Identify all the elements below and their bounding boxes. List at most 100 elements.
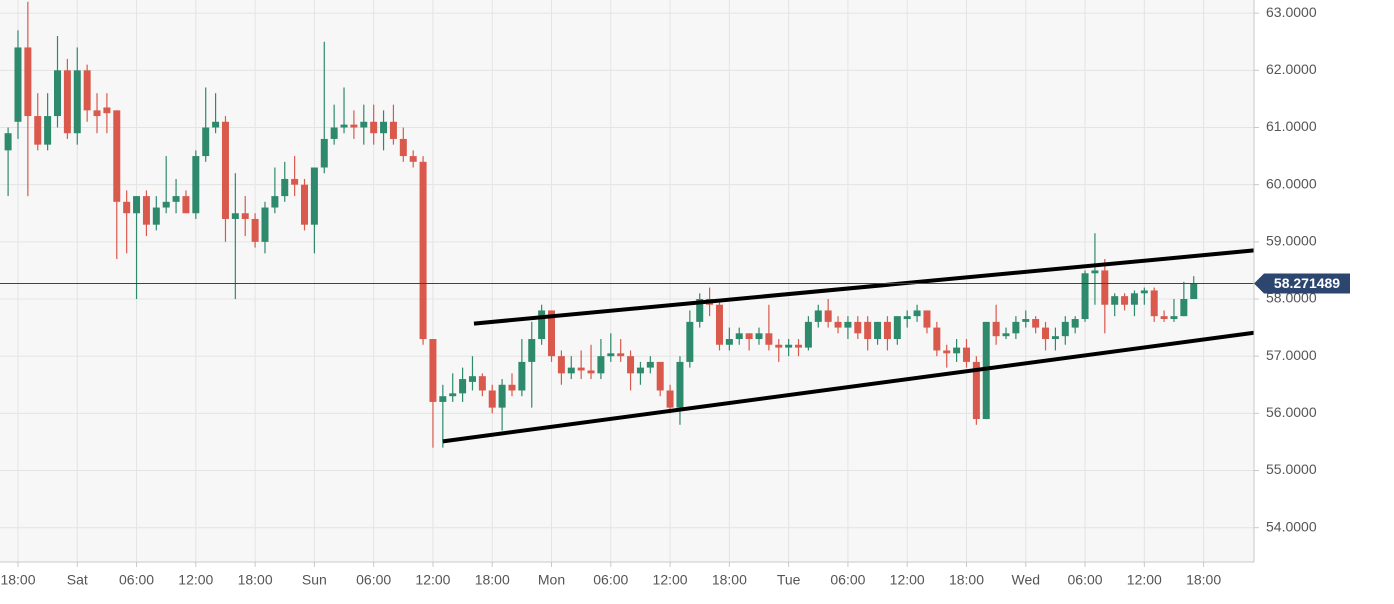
candle-body bbox=[834, 321, 842, 328]
candle-body bbox=[409, 156, 417, 162]
candle-body bbox=[1081, 273, 1089, 320]
candle-body bbox=[864, 321, 872, 340]
candle-body bbox=[103, 107, 111, 114]
candle-body bbox=[972, 361, 980, 420]
candle-body bbox=[281, 178, 289, 197]
candle-body bbox=[301, 184, 309, 225]
x-tick-label: 18:00 bbox=[1186, 572, 1221, 588]
candle-body bbox=[389, 121, 397, 139]
candle-body bbox=[656, 361, 664, 391]
candle-body bbox=[498, 384, 506, 408]
x-tick-label: 06:00 bbox=[593, 572, 628, 588]
candle-body bbox=[449, 393, 457, 397]
candle-body bbox=[162, 201, 170, 208]
candle-body bbox=[646, 361, 654, 368]
candle-body bbox=[587, 370, 595, 374]
candles bbox=[4, 1, 1198, 448]
plot-background bbox=[0, 0, 1254, 562]
candle-body bbox=[1042, 327, 1050, 340]
x-tick-label: Wed bbox=[1011, 572, 1040, 588]
candle-body bbox=[1051, 336, 1059, 340]
candle-body bbox=[142, 196, 150, 225]
candle-body bbox=[192, 156, 200, 214]
candle-body bbox=[913, 310, 921, 317]
candle-body bbox=[548, 310, 556, 357]
x-tick-label: Mon bbox=[538, 572, 565, 588]
candle-body bbox=[251, 218, 259, 242]
candle-body bbox=[1111, 296, 1119, 305]
last-price-tag bbox=[1254, 273, 1350, 294]
candle-body bbox=[844, 321, 852, 328]
x-tick-label: 18:00 bbox=[949, 572, 984, 588]
candle-body bbox=[627, 356, 635, 374]
candle-body bbox=[4, 133, 12, 151]
candle-body bbox=[814, 310, 822, 322]
candle-body bbox=[1012, 321, 1020, 334]
candle-body bbox=[310, 167, 318, 225]
candle-body bbox=[488, 390, 496, 408]
y-tick-label: 54.0000 bbox=[1266, 518, 1317, 534]
candle-body bbox=[63, 70, 71, 134]
candle-body bbox=[1180, 299, 1188, 317]
candle-body bbox=[715, 304, 723, 345]
candle-body bbox=[172, 196, 180, 202]
candle-body bbox=[360, 121, 368, 128]
candle-body bbox=[962, 347, 970, 362]
candle-body bbox=[439, 396, 447, 402]
candle-body bbox=[666, 390, 674, 408]
candle-body bbox=[953, 347, 961, 354]
candle-body bbox=[538, 310, 546, 340]
x-tick-label: 06:00 bbox=[356, 572, 391, 588]
candle-body bbox=[933, 327, 941, 351]
last-price-label: 58.271489 bbox=[1274, 275, 1340, 291]
candle-body bbox=[518, 361, 526, 391]
candle-body bbox=[350, 124, 358, 128]
candle-body bbox=[824, 310, 832, 322]
candle-body bbox=[14, 47, 22, 122]
x-tick-label: 12:00 bbox=[653, 572, 688, 588]
candle-body bbox=[83, 70, 91, 111]
candle-body bbox=[992, 321, 1000, 337]
candle-body bbox=[370, 121, 378, 134]
trend-line bbox=[473, 248, 1255, 326]
x-tick-label: 06:00 bbox=[119, 572, 154, 588]
x-tick-label: Sun bbox=[302, 572, 327, 588]
x-tick-label: 18:00 bbox=[712, 572, 747, 588]
candle-body bbox=[1091, 270, 1099, 274]
candle-body bbox=[24, 47, 32, 117]
x-tick-label: Tue bbox=[777, 572, 801, 588]
x-tick-label: 06:00 bbox=[830, 572, 865, 588]
candle-body bbox=[765, 333, 773, 345]
candle-body bbox=[271, 196, 279, 208]
candle-body bbox=[54, 70, 62, 117]
x-tick-label: 12:00 bbox=[890, 572, 925, 588]
candle-body bbox=[330, 127, 338, 139]
candle-body bbox=[34, 116, 42, 145]
y-tick-label: 61.0000 bbox=[1266, 118, 1317, 134]
candle-body bbox=[1101, 270, 1109, 305]
candle-body bbox=[804, 321, 812, 348]
candle-body bbox=[44, 116, 52, 145]
candle-body bbox=[577, 367, 585, 371]
candle-body bbox=[1160, 316, 1168, 320]
candle-body bbox=[202, 127, 210, 157]
candle-body bbox=[419, 161, 427, 340]
candle-body bbox=[923, 310, 931, 328]
candle-body bbox=[1071, 319, 1079, 328]
candle-body bbox=[73, 70, 81, 134]
candle-body bbox=[1130, 293, 1138, 305]
candle-body bbox=[903, 316, 911, 320]
y-tick-label: 57.0000 bbox=[1266, 347, 1317, 363]
x-tick-label: Sat bbox=[67, 572, 88, 588]
y-tick-label: 60.0000 bbox=[1266, 175, 1317, 191]
candle-body bbox=[676, 361, 684, 408]
candle-body bbox=[874, 321, 882, 340]
candle-body bbox=[795, 344, 803, 348]
candle-body bbox=[725, 339, 733, 345]
candle-body bbox=[528, 339, 536, 362]
x-tick-label: 12:00 bbox=[415, 572, 450, 588]
candle-body bbox=[459, 379, 467, 394]
candle-body bbox=[557, 356, 565, 374]
y-tick-label: 59.0000 bbox=[1266, 233, 1317, 249]
candle-body bbox=[399, 138, 407, 157]
